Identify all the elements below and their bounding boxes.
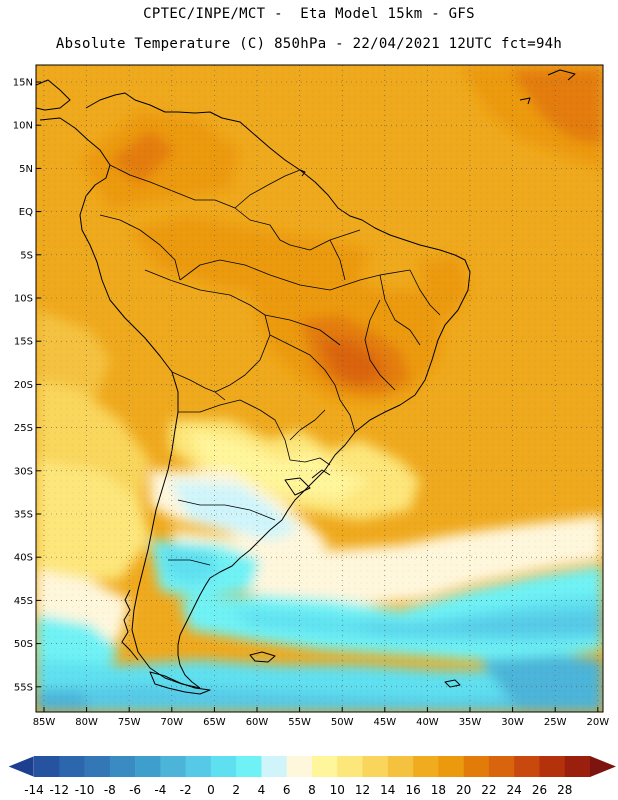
- lon-label: 50W: [331, 717, 354, 728]
- colorbar-segment: [413, 756, 439, 777]
- colorbar-label: -12: [49, 783, 69, 797]
- colorbar-label: 2: [232, 783, 240, 797]
- colorbar: -14 -12 -10 -8 -6 -4 -2 0 2 4 6 8 10 12 14 16 18 20 22 24 26…: [7, 755, 616, 797]
- lon-label: 75W: [118, 717, 141, 728]
- colorbar-label: 18: [431, 783, 446, 797]
- lon-label: 45W: [373, 717, 396, 728]
- temperature-field: [36, 65, 603, 712]
- colorbar-label: 24: [507, 783, 522, 797]
- colorbar-label: 6: [283, 783, 291, 797]
- colorbar-segment: [286, 756, 313, 777]
- colorbar-label: -8: [104, 783, 116, 797]
- colorbar-segment: [34, 756, 60, 777]
- lon-label: 30W: [501, 717, 524, 728]
- colorbar-label: -2: [180, 783, 192, 797]
- colorbar-label: 20: [456, 783, 471, 797]
- lat-label: 25S: [14, 423, 33, 434]
- lat-label: 35S: [14, 510, 33, 521]
- colorbar-segment: [337, 756, 363, 777]
- lat-label: 15N: [13, 78, 33, 89]
- colorbar-segment: [488, 756, 515, 777]
- colorbar-label: -14: [24, 783, 44, 797]
- map-frame: [35, 64, 604, 713]
- colorbar-segment: [463, 756, 490, 777]
- colorbar-label: 8: [308, 783, 316, 797]
- lon-label: 20W: [586, 717, 609, 728]
- colorbar-segment: [539, 756, 566, 777]
- colorbar-label: 4: [258, 783, 266, 797]
- colorbar-segment: [362, 756, 389, 777]
- lat-label: 45S: [14, 596, 33, 607]
- colorbar-arrow-low: [7, 755, 35, 778]
- lon-label: 35W: [459, 717, 482, 728]
- lon-label: 80W: [75, 717, 98, 728]
- colorbar-label: 0: [207, 783, 215, 797]
- lat-label: 30S: [14, 466, 33, 477]
- colorbar-segment: [210, 756, 237, 777]
- lat-label: 10S: [14, 294, 33, 305]
- lon-label: 85W: [33, 717, 56, 728]
- colorbar-segment: [438, 756, 464, 777]
- colorbar-segment: [135, 756, 161, 777]
- colorbar-label: 26: [532, 783, 547, 797]
- colorbar-segment: [514, 756, 540, 777]
- colorbar-label: 16: [405, 783, 420, 797]
- lat-label: 5S: [20, 250, 33, 261]
- colorbar-label: 14: [380, 783, 395, 797]
- colorbar-segment: [387, 756, 414, 777]
- lon-label: 65W: [203, 717, 226, 728]
- colorbar-segment: [312, 756, 338, 777]
- map-subtitle: Absolute Temperature (C) 850hPa - 22/04/…: [55, 36, 563, 52]
- lon-label: 25W: [544, 717, 567, 728]
- lon-label: 40W: [416, 717, 439, 728]
- lat-label: 5N: [19, 164, 33, 175]
- colorbar-segment: [564, 756, 591, 777]
- lat-label: 15S: [14, 337, 33, 348]
- lat-label: 55S: [14, 682, 33, 693]
- colorbar-segment: [59, 756, 85, 777]
- country-borders: [99, 164, 441, 566]
- lat-label: 20S: [14, 380, 33, 391]
- lat-label: 40S: [14, 553, 33, 564]
- colorbar-arrow-high: [590, 756, 616, 777]
- colorbar-segment: [236, 756, 262, 777]
- axis-labels: 15N 10N 5N EQ 5S 10S 15S 20S 25S 30S 35S 40S 45S 50S 5…: [13, 78, 609, 729]
- colorbar-label: -4: [154, 783, 166, 797]
- colorbar-label: 28: [557, 783, 572, 797]
- lat-label: 50S: [14, 639, 33, 650]
- colorbar-label: 10: [330, 783, 345, 797]
- colorbar-label: -10: [75, 783, 95, 797]
- lat-label: EQ: [19, 207, 33, 218]
- lon-label: 70W: [160, 717, 183, 728]
- map-title: CPTEC/INPE/MCT - Eta Model 15km - GFS: [143, 6, 475, 22]
- colorbar-segment: [109, 756, 136, 777]
- colorbar-label: 12: [355, 783, 370, 797]
- colorbar-segment: [84, 756, 111, 777]
- lon-label: 55W: [288, 717, 311, 728]
- lon-label: 60W: [246, 717, 269, 728]
- lat-label: 10N: [13, 121, 33, 132]
- colorbar-segment: [261, 756, 288, 777]
- colorbar-segment: [185, 756, 212, 777]
- colorbar-label: -6: [129, 783, 141, 797]
- colorbar-label: 22: [481, 783, 496, 797]
- colorbar-segment: [160, 756, 186, 777]
